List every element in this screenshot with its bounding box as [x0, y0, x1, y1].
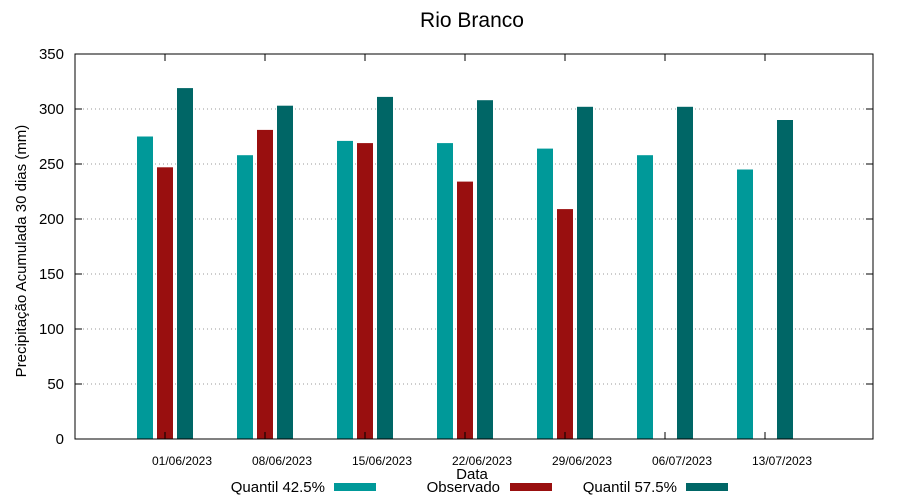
- bar-observado: [557, 209, 573, 439]
- bar-observado: [157, 167, 173, 440]
- y-tick-label: 150: [39, 266, 64, 283]
- y-tick-label: 50: [47, 376, 64, 393]
- bar-quantil-57-5-: [577, 106, 593, 440]
- y-tick-label: 300: [39, 101, 64, 118]
- x-tick-label: 22/06/2023: [452, 454, 512, 468]
- plot-frame: [74, 53, 874, 440]
- y-tick-label: 200: [39, 211, 64, 228]
- bar-quantil-42-5-: [637, 155, 653, 439]
- grid-lines: [75, 108, 873, 385]
- chart-title: Rio Branco: [420, 9, 524, 32]
- x-tick-label: 01/06/2023: [152, 454, 212, 468]
- bar-quantil-57-5-: [177, 88, 193, 439]
- x-tick-label: 29/06/2023: [552, 454, 612, 468]
- bar-quantil-57-5-: [677, 106, 693, 440]
- legend-label: Quantil 42.5%: [231, 479, 325, 496]
- bar-quantil-42-5-: [437, 143, 453, 439]
- bar-observado: [357, 143, 373, 439]
- legend: Quantil 42.5% Observado Quantil 57.5%: [231, 479, 728, 496]
- legend-label: Quantil 57.5%: [583, 479, 677, 496]
- bar-quantil-42-5-: [237, 155, 253, 439]
- bar-quantil-42-5-: [737, 169, 753, 439]
- bar-quantil-42-5-: [337, 140, 353, 439]
- bar-quantil-42-5-: [137, 136, 153, 439]
- y-tick-label: 250: [39, 156, 64, 173]
- bar-quantil-57-5-: [377, 96, 393, 440]
- x-tick-label: 08/06/2023: [252, 454, 312, 468]
- legend-swatch: [686, 483, 728, 491]
- bar-observado: [457, 181, 473, 439]
- x-axis-label: Data: [456, 466, 488, 483]
- legend-swatch: [510, 483, 552, 491]
- x-tick-label: 15/06/2023: [352, 454, 412, 468]
- bars: [137, 88, 793, 440]
- legend-swatch: [334, 483, 376, 491]
- y-tick-label: 350: [39, 46, 64, 63]
- y-tick-label: 0: [56, 431, 64, 448]
- y-tick-label: 100: [39, 321, 64, 338]
- bar-quantil-57-5-: [777, 120, 793, 439]
- bar-observado: [257, 129, 273, 439]
- bar-quantil-57-5-: [477, 100, 493, 439]
- legend-label: Observado: [427, 479, 500, 496]
- x-tick-label: 06/07/2023: [652, 454, 712, 468]
- x-tick-label: 13/07/2023: [752, 454, 812, 468]
- bar-quantil-42-5-: [537, 148, 553, 439]
- bar-quantil-57-5-: [277, 105, 293, 439]
- y-axis-label: Precipitação Acumulada 30 dias (mm): [13, 125, 30, 378]
- axis-ticks: 0 50 100 150 200 250 300 350 01/06/2023 08/06/202…: [39, 46, 873, 468]
